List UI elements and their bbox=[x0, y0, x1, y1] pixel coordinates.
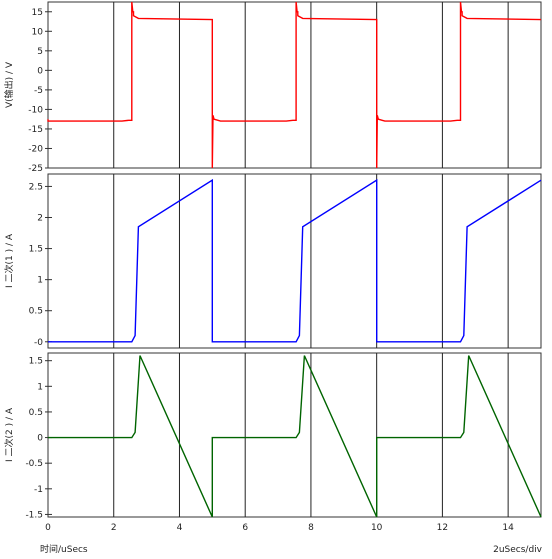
x-tick-label: 12 bbox=[437, 523, 448, 533]
y-tick-label: 2 bbox=[37, 214, 43, 224]
panel-frame bbox=[47, 1, 542, 169]
x-tick-label: 6 bbox=[242, 523, 248, 533]
y-tick-label: -5 bbox=[34, 86, 43, 96]
y-tick-label: 10 bbox=[32, 27, 44, 37]
y-tick-label: -0.5 bbox=[25, 459, 43, 469]
y-tick-label: -20 bbox=[28, 144, 43, 154]
x-tick-label: 14 bbox=[502, 523, 514, 533]
series-line bbox=[48, 355, 542, 518]
x-tick-label: 8 bbox=[308, 523, 314, 533]
y-tick-label: 0.5 bbox=[29, 307, 43, 317]
y-axis-label: I 二次(1 ) / A bbox=[3, 233, 15, 288]
y-tick-label: 2.5 bbox=[29, 182, 43, 192]
y-tick-label: 0.5 bbox=[29, 408, 43, 418]
x-axis-label: 时间/uSecs bbox=[40, 543, 88, 555]
x-axis-ticks: 0 2 4 6 8 10 12 14 bbox=[45, 523, 514, 533]
y-tick-label: -15 bbox=[28, 125, 43, 135]
y-tick-label: -10 bbox=[28, 105, 43, 115]
y-tick-label: 1 bbox=[37, 276, 43, 286]
panel-1: 15 10 5 0 -5 -10 -15 -20 -25 V(输出) / V bbox=[3, 1, 542, 174]
x-tick-label: 4 bbox=[177, 523, 183, 533]
y-axis-label: I 二次(2 ) / A bbox=[3, 407, 15, 462]
y-tick-label: 1.5 bbox=[29, 245, 43, 255]
y-tick-label: 1.5 bbox=[29, 357, 43, 367]
y-tick-label: 0 bbox=[37, 434, 43, 444]
y-tick-label: -1.5 bbox=[25, 510, 43, 520]
y-tick-label: 0 bbox=[37, 66, 43, 76]
y-tick-label: 1 bbox=[37, 382, 43, 392]
x-scale-label: 2uSecs/div bbox=[493, 545, 543, 555]
series-line bbox=[48, 178, 542, 343]
x-tick-label: 2 bbox=[111, 523, 117, 533]
y-tick-label: 5 bbox=[37, 47, 43, 57]
y-tick-label: -1 bbox=[34, 485, 43, 495]
x-tick-label: 10 bbox=[371, 523, 383, 533]
panel-2: 2.5 2 1.5 1 0.5 -0 I 二次(1 ) / A bbox=[3, 173, 542, 349]
panel-frame bbox=[47, 173, 542, 349]
x-tick-label: 0 bbox=[45, 523, 51, 533]
y-tick-label: -0 bbox=[34, 338, 43, 348]
panel-frame bbox=[47, 352, 542, 518]
y-tick-label: -25 bbox=[28, 164, 43, 174]
panel-3: 1.5 1 0.5 0 -0.5 -1 -1.5 I 二次(2 ) / A bbox=[3, 352, 542, 520]
y-tick-label: 15 bbox=[32, 8, 43, 18]
series-line bbox=[47, 1, 542, 169]
y-axis-label: V(输出) / V bbox=[3, 61, 15, 108]
